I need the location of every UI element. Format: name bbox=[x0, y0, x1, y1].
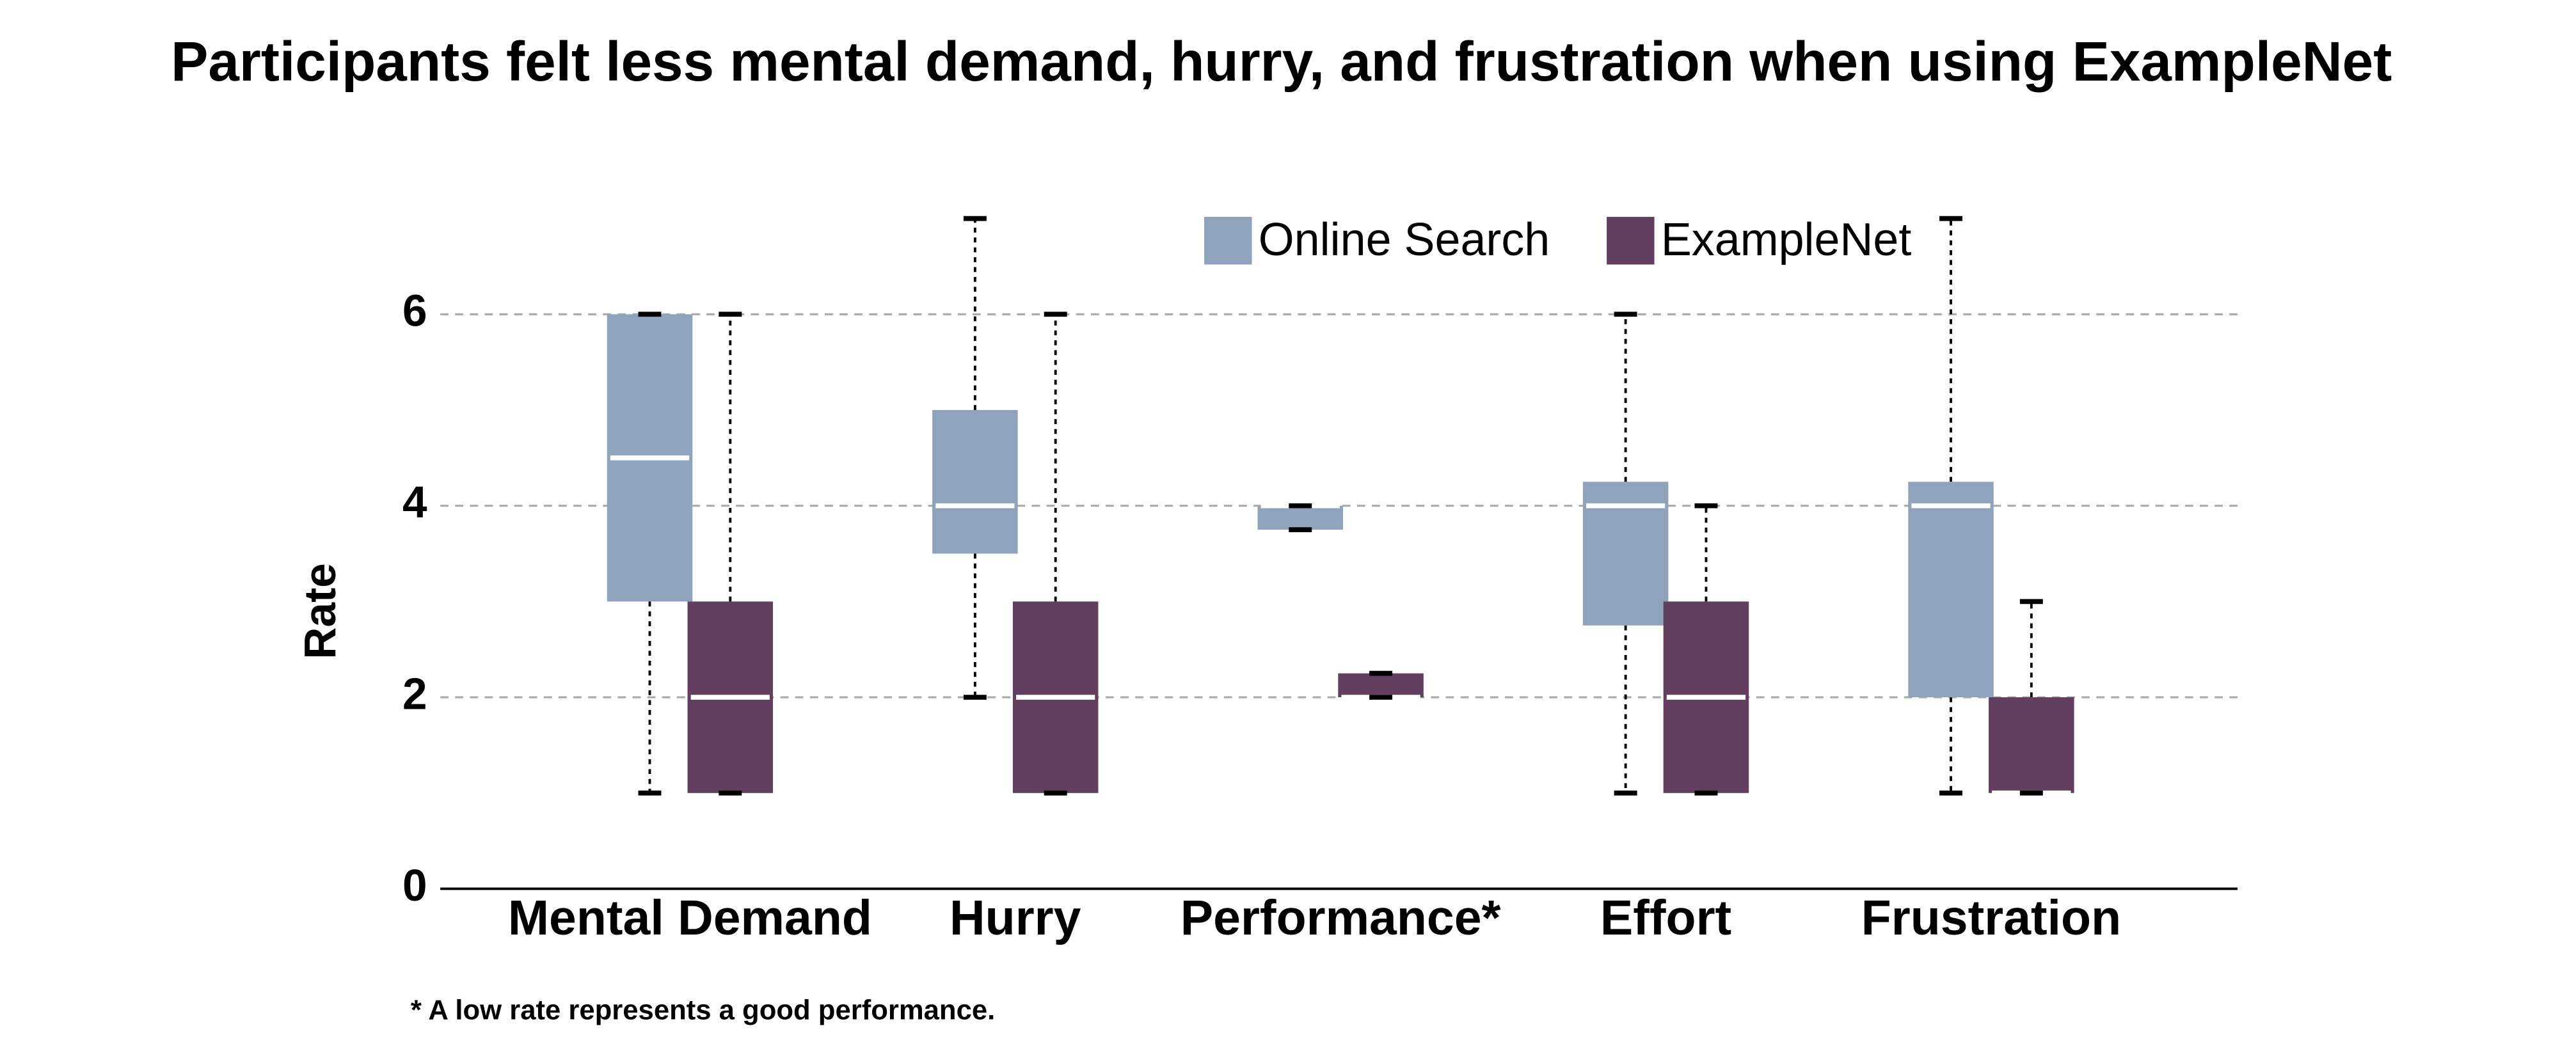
y-axis-label: Rate bbox=[295, 563, 345, 659]
box bbox=[1989, 697, 2074, 793]
legend-swatch bbox=[1607, 217, 1655, 265]
y-tick-label: 2 bbox=[402, 668, 427, 718]
chart-title: Participants felt less mental demand, hu… bbox=[171, 30, 2392, 93]
legend-swatch bbox=[1204, 217, 1252, 265]
y-tick-label: 6 bbox=[402, 286, 427, 336]
legend-label: Online Search bbox=[1259, 214, 1550, 265]
box bbox=[1908, 482, 1994, 698]
x-tick-label: Effort bbox=[1600, 890, 1731, 945]
box bbox=[1338, 673, 1424, 698]
x-tick-label: Hurry bbox=[950, 890, 1081, 945]
x-tick-label: Performance* bbox=[1181, 890, 1501, 945]
legend-label: ExampleNet bbox=[1661, 214, 1912, 265]
x-tick-label: Frustration bbox=[1861, 890, 2121, 945]
x-tick-label: Mental Demand bbox=[508, 890, 872, 945]
footnote: * A low rate represents a good performan… bbox=[411, 995, 995, 1026]
y-tick-label: 0 bbox=[402, 860, 427, 910]
box bbox=[932, 409, 1018, 554]
y-tick-label: 4 bbox=[402, 477, 427, 527]
box bbox=[1257, 505, 1344, 530]
